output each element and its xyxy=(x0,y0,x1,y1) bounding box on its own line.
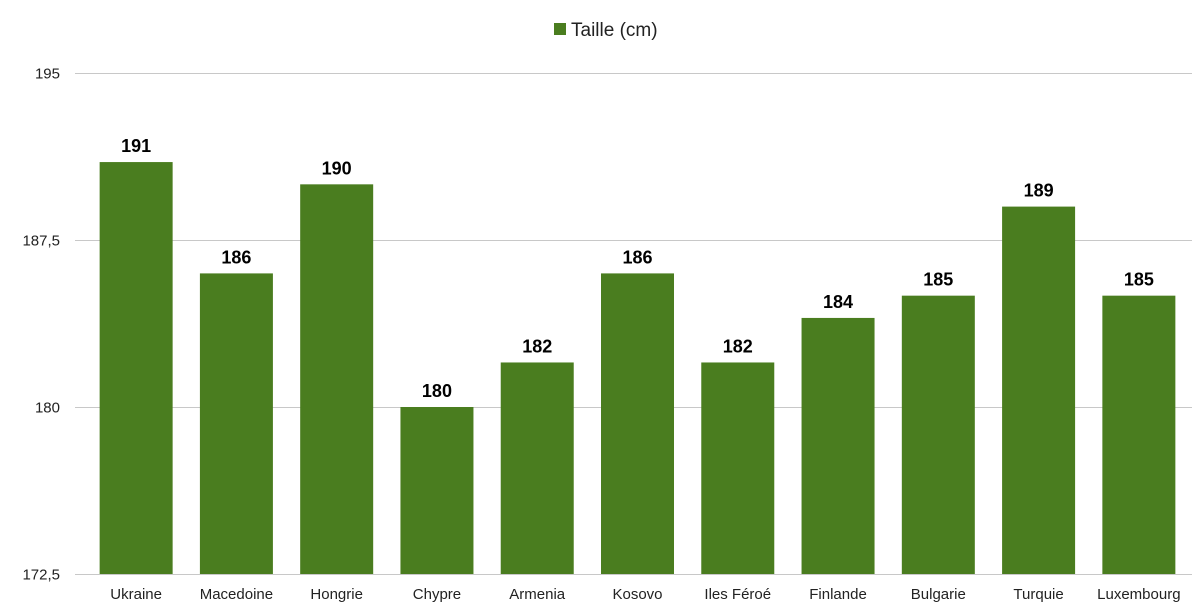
legend-label: Taille (cm) xyxy=(571,20,658,41)
bars xyxy=(99,162,1176,575)
y-axis-ticks: 172,5 180 187,5 195 xyxy=(22,66,60,584)
x-tick-label: Macedoine xyxy=(200,586,273,603)
data-label: 189 xyxy=(1024,181,1054,201)
x-tick-label: Chypre xyxy=(413,586,461,603)
bar xyxy=(400,407,474,574)
bar xyxy=(901,295,975,574)
legend-swatch xyxy=(554,23,566,35)
x-tick-label: Luxembourg xyxy=(1097,586,1180,603)
x-axis-labels: Ukraine Macedoine Hongrie Chypre Armenia Koso… xyxy=(110,586,1180,603)
y-tick-label: 187,5 xyxy=(22,233,60,250)
data-label: 182 xyxy=(723,336,753,356)
data-label: 185 xyxy=(1124,270,1154,290)
x-tick-label: Turquie xyxy=(1013,586,1063,603)
x-tick-label: Hongrie xyxy=(310,586,363,603)
bar xyxy=(500,362,574,574)
data-label: 180 xyxy=(422,381,452,401)
data-label: 186 xyxy=(221,247,251,267)
bar xyxy=(601,273,674,574)
x-tick-label: Kosovo xyxy=(612,586,662,603)
data-label: 184 xyxy=(823,292,853,312)
x-tick-label: Bulgarie xyxy=(911,586,966,603)
bar xyxy=(99,162,173,575)
legend: Taille (cm) xyxy=(554,20,658,41)
x-tick-label: Armenia xyxy=(509,586,566,603)
data-label: 191 xyxy=(121,136,151,156)
bar xyxy=(300,184,374,575)
y-tick-label: 172,5 xyxy=(22,567,60,584)
bar xyxy=(1102,295,1176,574)
bar xyxy=(701,362,775,574)
bar xyxy=(801,317,875,574)
x-tick-label: Iles Féroé xyxy=(704,586,771,603)
data-labels: 191 186 190 180 182 186 182 184 185 189 185 xyxy=(121,136,1154,401)
x-tick-label: Ukraine xyxy=(110,586,162,603)
data-label: 182 xyxy=(522,336,552,356)
y-tick-label: 195 xyxy=(35,66,60,83)
y-tick-label: 180 xyxy=(35,400,60,417)
bar xyxy=(199,273,273,574)
data-label: 186 xyxy=(622,247,652,267)
bar xyxy=(1002,206,1076,574)
data-label: 185 xyxy=(923,270,953,290)
data-label: 190 xyxy=(322,158,352,178)
x-tick-label: Finlande xyxy=(809,586,867,603)
